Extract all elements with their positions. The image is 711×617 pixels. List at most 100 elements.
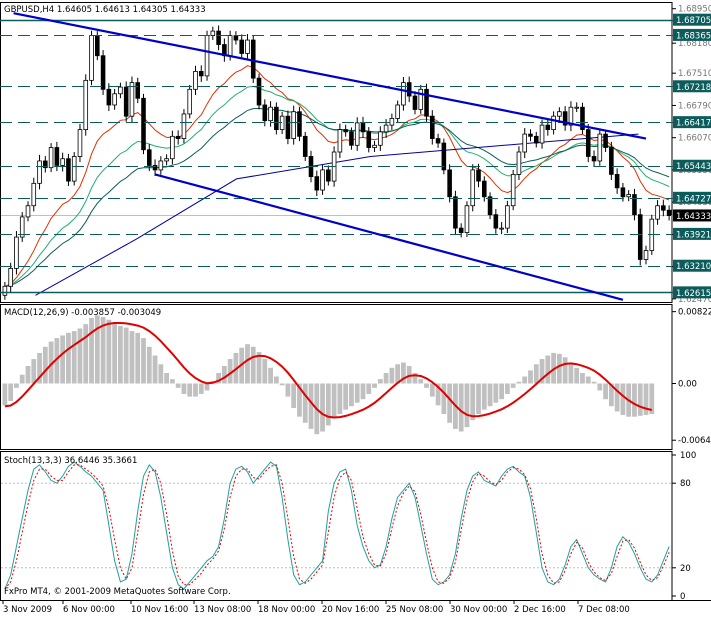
- candle-bull: [181, 113, 187, 139]
- stoch-tick-label: 80: [680, 479, 691, 489]
- macd-bar: [487, 383, 493, 407]
- candle-bear: [135, 82, 141, 99]
- macd-bar: [389, 367, 395, 384]
- macd-bar: [458, 383, 464, 432]
- macd-bar: [354, 383, 360, 403]
- candle-bull: [568, 106, 574, 126]
- macd-bar: [245, 344, 250, 384]
- candle-bull: [557, 111, 562, 117]
- candle-bull: [597, 133, 603, 162]
- candle-bull: [395, 104, 400, 119]
- candle-bear: [487, 196, 493, 216]
- candle-bull: [655, 205, 660, 220]
- level-label-box: [673, 159, 711, 172]
- level-label: 1.68365: [676, 31, 711, 41]
- candle-bull: [37, 160, 42, 184]
- candle-bear: [123, 86, 129, 117]
- macd-bar: [106, 319, 112, 384]
- macd-bar: [383, 373, 389, 384]
- candle-bull: [372, 144, 377, 148]
- macd-bar: [516, 381, 522, 384]
- candle-bull: [118, 86, 123, 95]
- macd-bar: [146, 346, 152, 384]
- candle-bull: [2, 285, 8, 296]
- level-label: 1.66417: [676, 119, 711, 129]
- level-label: 1.63921: [676, 230, 711, 240]
- candle-bear: [406, 82, 412, 97]
- candle-bear: [661, 205, 666, 211]
- candle-bear: [43, 160, 48, 169]
- candle-bear: [580, 106, 585, 131]
- candle-bear: [585, 129, 591, 157]
- candle-bear: [314, 176, 320, 191]
- macd-bar: [123, 327, 129, 384]
- candle-bear: [603, 133, 608, 148]
- macd-bar: [481, 383, 487, 410]
- macd-bar: [464, 383, 470, 428]
- candle-bear: [458, 227, 464, 233]
- macd-bar: [620, 383, 626, 415]
- candle-bear: [297, 111, 302, 137]
- price-tick-label: 1.66790: [678, 101, 711, 111]
- macd-bar: [112, 323, 118, 384]
- macd-bar: [470, 383, 476, 421]
- macd-bar: [360, 383, 366, 400]
- macd-bar: [216, 373, 221, 384]
- macd-bar: [493, 383, 499, 403]
- level-label-box: [673, 13, 711, 26]
- level-label: 1.63210: [676, 262, 711, 272]
- macd-bar: [100, 317, 106, 384]
- time-tick-label: 7 Dec 08:00: [578, 605, 630, 615]
- candle-bull: [164, 158, 169, 162]
- candle-bear: [349, 131, 354, 146]
- macd-tick-label: 0.008224: [678, 308, 711, 318]
- level-label: 1.67218: [676, 83, 711, 93]
- candle-bear: [239, 39, 244, 54]
- level-label: 1.65443: [676, 162, 711, 172]
- macd-bar: [42, 346, 48, 384]
- macd-bar: [2, 383, 8, 406]
- candle-bear: [666, 209, 672, 216]
- macd-bar: [285, 383, 291, 397]
- macd-bar: [632, 383, 637, 417]
- candle-bull: [31, 182, 37, 207]
- stoch-plot: [1, 461, 672, 590]
- price-plot: [1, 25, 672, 300]
- candle-bull: [112, 93, 117, 106]
- time-tick-label: 25 Nov 08:00: [386, 605, 443, 615]
- candle-bear: [447, 169, 452, 198]
- macd-bar: [158, 364, 164, 384]
- candle-bear: [175, 135, 181, 139]
- macd-bar: [256, 352, 262, 384]
- macd-signal-line: [4, 322, 653, 419]
- level-label-box: [673, 80, 711, 93]
- macd-bar: [227, 359, 233, 384]
- candle-bull: [522, 133, 528, 153]
- time-tick-label: 6 Nov 00:00: [63, 605, 115, 615]
- macd-bar: [320, 383, 325, 432]
- macd-bar: [250, 346, 256, 384]
- candle-bull: [389, 118, 395, 126]
- macd-bar: [406, 366, 412, 384]
- time-tick-label: 18 Nov 00:00: [258, 605, 315, 615]
- stoch-header: Stoch(13,3,3) 36.6446 35.3661: [4, 456, 137, 466]
- candle-bear: [256, 77, 262, 106]
- time-tick-label: 20 Nov 16:00: [322, 605, 379, 615]
- macd-bar: [302, 383, 308, 423]
- candle-bull: [158, 160, 164, 171]
- level-label-box: [673, 286, 711, 299]
- time-tick-label: 30 Nov 00:00: [450, 605, 507, 615]
- candle-bear: [476, 169, 481, 182]
- macd-bar: [66, 332, 71, 384]
- candle-bull: [470, 169, 476, 207]
- macd-bar: [175, 383, 181, 388]
- macd-bar: [181, 383, 187, 394]
- macd-bar: [325, 383, 331, 426]
- macd-bar: [556, 353, 562, 384]
- macd-bar: [424, 383, 429, 388]
- candle-bear: [233, 35, 239, 41]
- ma-red-line: [4, 65, 670, 287]
- candle-bull: [354, 122, 360, 146]
- macd-bar: [366, 383, 372, 394]
- level-label-box: [673, 227, 711, 240]
